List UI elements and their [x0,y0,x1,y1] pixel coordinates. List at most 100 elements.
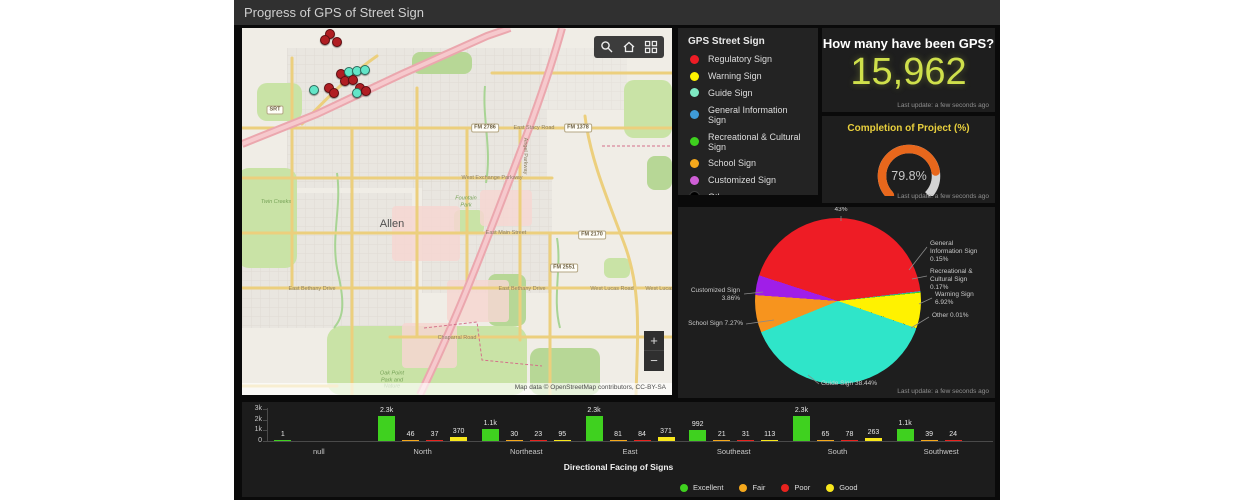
map-basemap-button[interactable] [640,38,662,56]
map-panel[interactable]: SRT FM 2786 East Stacy Road FM 1378 West Exc… [242,28,672,395]
dashboard: Progress of GPS of Street Sign [234,0,1000,500]
bar-group: 1.1k 30 23 95 [474,402,578,441]
map-marker-regulatory[interactable] [332,37,342,47]
bar-group: 1.1k 39 24 [889,402,993,441]
bar-poor[interactable] [737,439,755,441]
header-bar: Progress of GPS of Street Sign [234,0,1000,25]
pie-chart[interactable] [755,218,921,384]
bar-slot: 24 [944,402,962,441]
bar-value-label: 30 [510,430,519,438]
bar-value-label: 2.3k [794,407,809,415]
bar-slot: 95 [553,402,571,441]
bar-legend-swatch-icon [781,483,790,492]
bar-fair[interactable] [609,439,627,441]
bar-fair[interactable] [920,439,938,441]
bar-legend-label: Poor [794,483,811,492]
bar-value-label: 78 [845,430,854,438]
map-image [242,28,672,395]
page-title: Progress of GPS of Street Sign [244,5,424,20]
bar-poor[interactable] [529,439,547,441]
bar-slot: 1.1k [481,402,499,441]
bar-excellent[interactable] [689,430,707,441]
legend-item: Warning Sign [678,68,818,85]
bar-slot: 113 [761,402,779,441]
bar-category-label: Northeast [510,447,543,456]
bar-value-label: 263 [867,429,880,437]
legend-swatch-icon [690,54,699,64]
bar-excellent[interactable] [792,416,810,441]
bar-good[interactable] [864,438,882,441]
map-home-button[interactable] [618,38,640,56]
bar-value-label: 46 [406,430,415,438]
pie-slice-label: Warning Sign 6.92% [935,291,974,306]
bar-fair[interactable] [505,439,523,441]
map-zoom-out-button[interactable]: − [644,351,664,371]
map-zoom-controls: + − [644,331,664,371]
map-marker-regulatory[interactable] [320,35,330,45]
legend-swatch-icon [690,192,699,195]
bar-value-label: 37 [430,430,439,438]
bar-category-label: Southeast [716,447,751,456]
legend-item-label: General Information Sign [708,104,788,125]
bar-slot: 65 [816,402,834,441]
legend-item: General Information Sign [678,101,818,128]
bar-excellent[interactable] [585,416,603,441]
bar-good[interactable] [553,439,571,441]
bar-slot: 39 [920,402,938,441]
bar-fair[interactable] [713,439,731,441]
legend-items: Regulatory Sign Warning Sign Guide Sign Gen… [678,51,818,195]
bar-category-label: null [313,447,325,456]
bar-excellent[interactable] [481,429,499,441]
bar-excellent[interactable] [274,439,292,441]
bar-slot: 1 [274,402,292,441]
map-attribution: Map data © OpenStreetMap contributors, C… [242,383,672,395]
bar-legend-item: Poor [781,483,810,492]
map-marker-guide[interactable] [309,85,319,95]
legend-item-label: Warning Sign [708,71,762,82]
bar-value-label: 65 [821,430,830,438]
bar-excellent[interactable] [896,429,914,441]
bar-slot [322,402,339,441]
bar-slot: 2.3k [585,402,603,441]
bar-value-label: 113 [764,430,776,438]
bar-value-label: 81 [614,430,622,438]
bar-value-label: 992 [691,421,704,429]
bar-chart[interactable]: 1 2.3k 46 37 370 1.1k 30 23 95 2.3k 81 84 371 992 21 31… [267,402,993,441]
bar-value-label: 24 [949,430,958,438]
bar-legend-item: Excellent [680,483,723,492]
pie-slice-label: General Information Sign 0.15% [930,240,978,263]
map-search-button[interactable] [596,38,618,56]
map-zoom-in-button[interactable]: + [644,331,664,351]
legend-swatch-icon [690,137,699,147]
bar-slot: 2.3k [378,402,396,441]
bar-fair[interactable] [816,439,834,441]
indicator-last-update: Last update: a few seconds ago [897,102,989,109]
gauge-title: Completion of Project (%) [847,123,970,134]
bar-poor[interactable] [944,439,962,441]
bar-slot: 2.3k [792,402,810,441]
bar-value-label: 2.3k [587,407,601,415]
gauge-panel: Completion of Project (%) 79.8% Last upd… [822,116,995,203]
y-tick-label: 2k [254,415,262,423]
bar-poor[interactable] [840,439,858,441]
bar-good[interactable] [450,437,468,441]
bar-excellent[interactable] [378,416,396,441]
bar-legend-item: Fair [739,483,765,492]
map-marker-regulatory[interactable] [329,88,339,98]
map-marker-guide[interactable] [360,65,370,75]
bar-good[interactable] [761,439,779,441]
map-marker-regulatory[interactable] [325,29,335,39]
bar-good[interactable] [657,437,675,441]
bar-poor[interactable] [426,439,444,441]
map-marker-regulatory[interactable] [348,75,358,85]
bar-slot: 371 [657,402,675,441]
map-marker-regulatory[interactable] [361,86,371,96]
y-tick-label: 1k [254,426,262,434]
bar-slot [969,402,986,441]
bar-fair[interactable] [402,439,420,441]
y-tick-label: 0 [258,437,262,444]
bar-poor[interactable] [633,439,651,441]
bar-slot: 84 [633,402,651,441]
bar-slot: 23 [529,402,547,441]
